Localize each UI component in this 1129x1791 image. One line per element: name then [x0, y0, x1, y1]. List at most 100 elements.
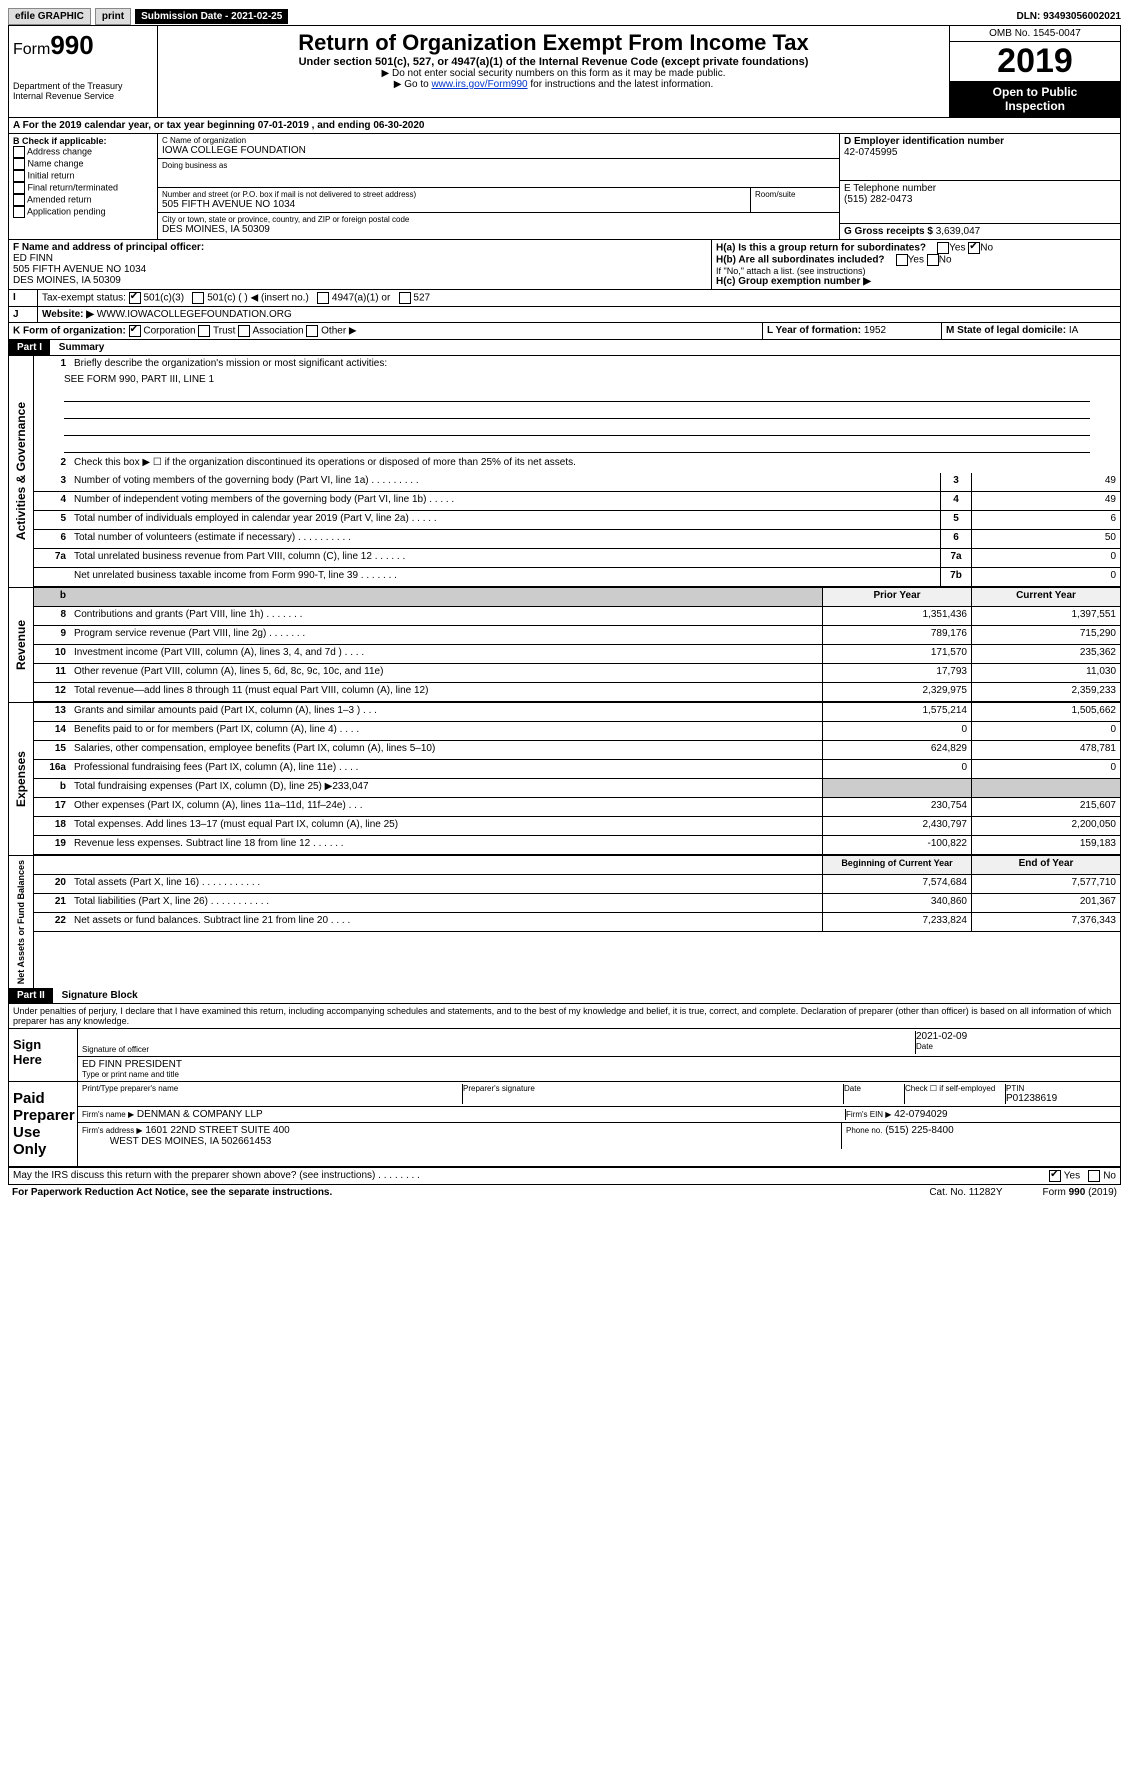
line22-desc: Net assets or fund balances. Subtract li… [74, 915, 328, 926]
ha-no[interactable]: No [980, 243, 993, 254]
line17-desc: Other expenses (Part IX, column (A), lin… [74, 800, 346, 811]
line16a-prior: 0 [822, 760, 971, 778]
chk-501c[interactable]: 501(c) ( ) ◀ (insert no.) [207, 293, 309, 304]
year-form-value: 1952 [864, 325, 886, 336]
paid-preparer-label: Paid Preparer Use Only [9, 1082, 77, 1166]
dba-label: Doing business as [162, 161, 835, 170]
line19-desc: Revenue less expenses. Subtract line 18 … [74, 838, 310, 849]
chk-name[interactable]: Name change [28, 158, 84, 168]
prep-date-label: Date [844, 1084, 905, 1104]
website-label: Website: ▶ [42, 309, 94, 320]
form-title: Return of Organization Exempt From Incom… [162, 30, 945, 56]
prep-sig-label: Preparer's signature [463, 1084, 844, 1104]
form-990: Form990 Department of the Treasury Inter… [8, 25, 1121, 1185]
prior-year-header: Prior Year [822, 588, 971, 606]
prep-name-label: Print/Type preparer's name [82, 1084, 463, 1104]
subtitle2: ▶ Do not enter social security numbers o… [162, 68, 945, 79]
part-i-title: Summary [53, 340, 111, 355]
line8-prior: 1,351,436 [822, 607, 971, 625]
chk-corp[interactable]: Corporation [143, 326, 195, 337]
hb-note: If "No," attach a list. (see instruction… [716, 266, 1116, 276]
street: 505 FIFTH AVENUE NO 1034 [162, 199, 746, 210]
firm-addr1: 1601 22ND STREET SUITE 400 [145, 1125, 289, 1136]
ha-yes[interactable]: Yes [949, 243, 965, 254]
line16b-desc: Total fundraising expenses (Part IX, col… [70, 779, 822, 797]
line1-value: SEE FORM 990, PART III, LINE 1 [64, 374, 1090, 385]
print-button[interactable]: print [95, 8, 131, 25]
line1-desc: Briefly describe the organization's miss… [70, 356, 1120, 374]
line15-desc: Salaries, other compensation, employee b… [70, 741, 822, 759]
officer-name-title: ED FINN PRESIDENT [82, 1059, 1116, 1070]
hc-label: H(c) Group exemption number ▶ [716, 276, 871, 287]
phone-value: (515) 282-0473 [844, 194, 912, 205]
hb-no[interactable]: No [939, 255, 952, 266]
line7b-value: 0 [971, 568, 1120, 586]
chk-amended[interactable]: Amended return [27, 194, 92, 204]
gross-value: 3,639,047 [936, 226, 981, 237]
section-ag: Activities & Governance [12, 398, 30, 544]
org-name: IOWA COLLEGE FOUNDATION [162, 145, 835, 156]
section-na: Net Assets or Fund Balances [14, 856, 28, 988]
omb-number: OMB No. 1545-0047 [950, 26, 1120, 42]
line7b-desc: Net unrelated business taxable income fr… [74, 570, 358, 581]
officer-name: ED FINN [13, 253, 53, 264]
line20-desc: Total assets (Part X, line 16) [74, 877, 199, 888]
line21-current: 201,367 [971, 894, 1120, 912]
current-year-header: Current Year [971, 588, 1120, 606]
website-value: WWW.IOWACOLLEGEFOUNDATION.ORG [97, 309, 292, 320]
line4-value: 49 [971, 492, 1120, 510]
discuss-yes[interactable]: Yes [1064, 1171, 1080, 1182]
chk-527[interactable]: 527 [413, 293, 430, 304]
line14-prior: 0 [822, 722, 971, 740]
line11-prior: 17,793 [822, 664, 971, 682]
tax-period: A For the 2019 calendar year, or tax yea… [9, 118, 1120, 134]
chk-address[interactable]: Address change [27, 146, 92, 156]
line8-desc: Contributions and grants (Part VIII, lin… [74, 609, 264, 620]
chk-assoc[interactable]: Association [252, 326, 303, 337]
chk-501c3[interactable]: 501(c)(3) [143, 293, 184, 304]
line9-current: 715,290 [971, 626, 1120, 644]
line11-desc: Other revenue (Part VIII, column (A), li… [70, 664, 822, 682]
firm-phone-label: Phone no. [846, 1126, 882, 1135]
line10-current: 235,362 [971, 645, 1120, 663]
firm-ein-value: 42-0794029 [894, 1109, 947, 1120]
chk-trust[interactable]: Trust [213, 326, 235, 337]
hb-yes[interactable]: Yes [908, 255, 924, 266]
sig-officer-label: Signature of officer [82, 1045, 915, 1054]
form990-link[interactable]: www.irs.gov/Form990 [431, 79, 527, 90]
chk-other[interactable]: Other ▶ [321, 326, 356, 337]
efile-button[interactable]: efile GRAPHIC [8, 8, 91, 25]
dln: DLN: 93493056002021 [1016, 11, 1121, 22]
line12-current: 2,359,233 [971, 683, 1120, 701]
officer-label: F Name and address of principal officer: [13, 242, 204, 253]
ha-label: H(a) Is this a group return for subordin… [716, 243, 926, 254]
firm-addr-label: Firm's address ▶ [82, 1126, 143, 1135]
section-exp: Expenses [12, 747, 30, 811]
sign-here-label: Sign Here [9, 1029, 77, 1081]
topbar: efile GRAPHIC print Submission Date - 20… [8, 8, 1121, 25]
firm-name-label: Firm's name ▶ [82, 1110, 134, 1119]
line16a-current: 0 [971, 760, 1120, 778]
box-b: B Check if applicable: Address change Na… [9, 134, 158, 239]
line8-current: 1,397,551 [971, 607, 1120, 625]
penalty-statement: Under penalties of perjury, I declare th… [9, 1004, 1120, 1029]
line12-prior: 2,329,975 [822, 683, 971, 701]
chk-4947[interactable]: 4947(a)(1) or [332, 293, 390, 304]
part-ii: Part II [9, 988, 53, 1003]
form-label: Form [13, 41, 50, 58]
line2-desc: Check this box ▶ ☐ if the organization d… [70, 455, 1120, 473]
line7a-desc: Total unrelated business revenue from Pa… [74, 551, 372, 562]
city-label: City or town, state or province, country… [162, 215, 835, 224]
domicile-label: M State of legal domicile: [946, 325, 1066, 336]
chk-pending[interactable]: Application pending [27, 206, 106, 216]
boy-header: Beginning of Current Year [822, 856, 971, 874]
chk-final[interactable]: Final return/terminated [28, 182, 119, 192]
line14-desc: Benefits paid to or for members (Part IX… [74, 724, 337, 735]
name-type-label: Type or print name and title [82, 1070, 1116, 1079]
firm-ein-label: Firm's EIN ▶ [846, 1110, 891, 1119]
line20-prior: 7,574,684 [822, 875, 971, 893]
line17-prior: 230,754 [822, 798, 971, 816]
discuss-no[interactable]: No [1103, 1171, 1116, 1182]
tax-year: 2019 [950, 42, 1120, 81]
chk-initial[interactable]: Initial return [28, 170, 75, 180]
